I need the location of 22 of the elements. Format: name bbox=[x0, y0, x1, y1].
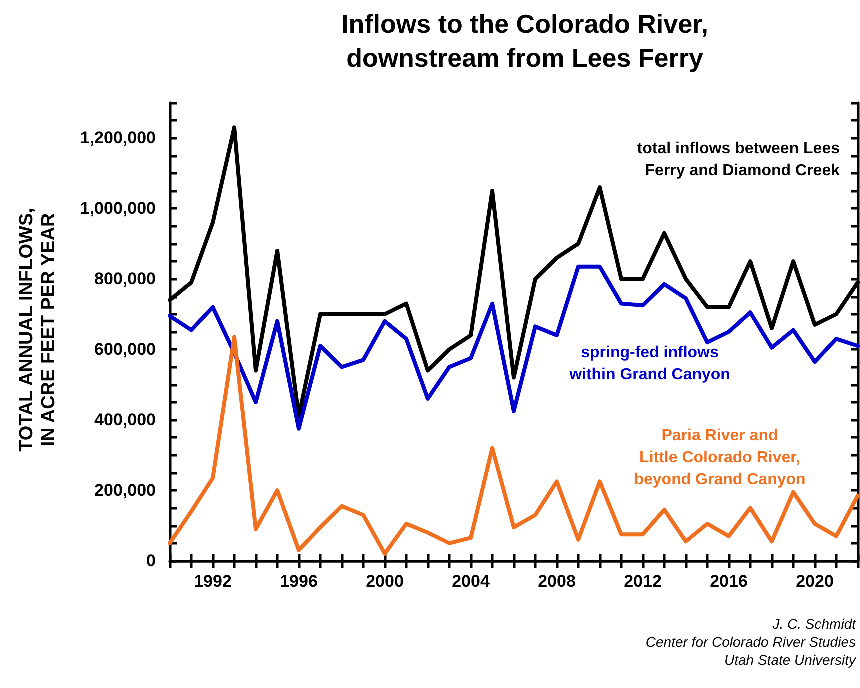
y-tick-label: 400,000 bbox=[94, 410, 156, 430]
text: J. C. Schmidt Center for Colorado River Studies Utah State University bbox=[646, 616, 858, 668]
x-tick-label: 2008 bbox=[538, 572, 576, 591]
x-tick-label: 1992 bbox=[194, 572, 232, 591]
x-tick-label: 2000 bbox=[366, 572, 404, 591]
y-tick-label: 1,200,000 bbox=[80, 128, 156, 148]
series-label: spring-fed inflows within Grand Canyon bbox=[568, 344, 730, 384]
legend-label: total inflows between Lees Ferry and Diamond Creek bbox=[637, 140, 840, 180]
y-tick-label: 600,000 bbox=[94, 340, 156, 360]
y-tick-label: 1,000,000 bbox=[80, 199, 156, 218]
y-tick-label: 800,000 bbox=[94, 270, 156, 289]
line-series bbox=[168, 335, 860, 556]
x-tick-label: 2016 bbox=[710, 572, 748, 591]
chart-title: Inflows to the Colorado River, downstream from Lees Ferry bbox=[342, 9, 708, 73]
x-tick-label: 2012 bbox=[624, 572, 662, 591]
x-tick-label: 1996 bbox=[280, 572, 318, 591]
series-label: Paria River and Little Colorado River, beyond Grand Canyon bbox=[634, 428, 806, 488]
y-tick-label: 200,000 bbox=[94, 481, 156, 500]
x-tick-label: 2004 bbox=[452, 572, 490, 591]
y-axis-title: TOTAL ANNUAL INFLOWS, IN ACRE FEET PER YEAR bbox=[16, 208, 60, 452]
x-tick-label: 2020 bbox=[796, 572, 834, 591]
y-tick-label: 0 bbox=[146, 552, 156, 570]
